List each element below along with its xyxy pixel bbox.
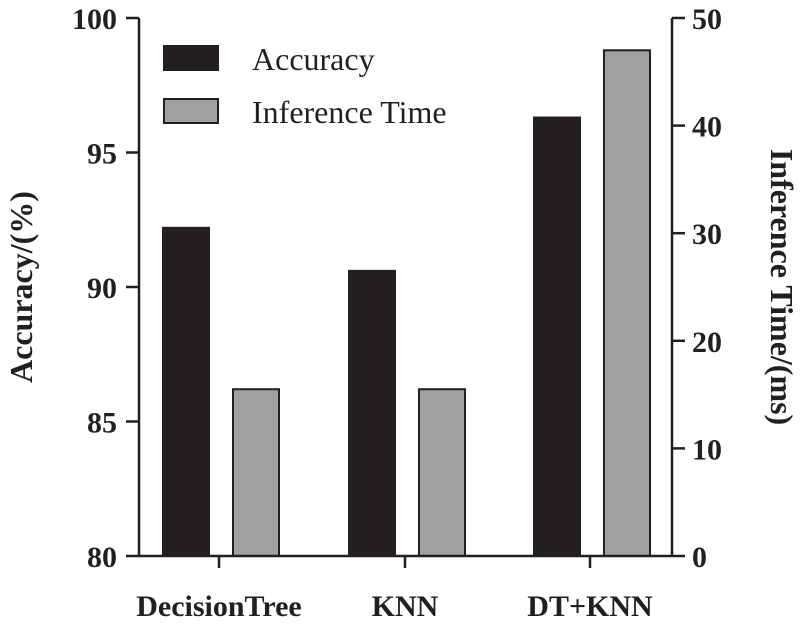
y-left-axis-title: Accuracy/(%) bbox=[3, 191, 39, 383]
x-tick-label-knn: KNN bbox=[372, 590, 439, 623]
bar-accuracy-knn bbox=[348, 269, 396, 557]
bar-accuracy-dt-knn bbox=[533, 116, 581, 557]
legend-label-accuracy: Accuracy bbox=[252, 41, 375, 77]
x-tick-label-decisiontree: DecisionTree bbox=[136, 590, 302, 623]
y-right-tick-label-40: 40 bbox=[692, 111, 722, 144]
y-right-axis-title: Inference Time/(ms) bbox=[764, 149, 800, 425]
bar-inference-time-dt-knn bbox=[603, 49, 651, 557]
legend-label-inference-time: Inference Time bbox=[252, 94, 447, 130]
y-left-tick-label-80: 80 bbox=[87, 541, 117, 574]
y-right-tick-label-20: 20 bbox=[692, 326, 722, 359]
y-left-tick-label-100: 100 bbox=[72, 3, 117, 36]
y-right-tick-label-10: 10 bbox=[692, 433, 722, 466]
legend-swatch-inference-time bbox=[163, 98, 219, 124]
bar-inference-time-knn bbox=[418, 388, 466, 557]
x-tick-label-dt-knn: DT+KNN bbox=[527, 590, 653, 623]
y-left-tick-label-85: 85 bbox=[87, 407, 117, 440]
y-right-tick-label-30: 30 bbox=[692, 218, 722, 251]
bar-accuracy-decisiontree bbox=[162, 226, 210, 557]
bar-inference-time-decisiontree bbox=[232, 388, 280, 557]
legend-swatch-accuracy bbox=[163, 45, 219, 71]
y-right-tick-label-0: 0 bbox=[692, 541, 707, 574]
y-right-tick-label-50: 50 bbox=[692, 3, 722, 36]
legend: Accuracy Inference Time bbox=[163, 41, 447, 130]
bars-layer bbox=[162, 49, 651, 557]
y-left-tick-label-95: 95 bbox=[87, 138, 117, 171]
y-left-tick-label-90: 90 bbox=[87, 272, 117, 305]
ticks-layer: DecisionTree KNN DT+KNN 80 85 90 95 100 0 10 20 30 4… bbox=[72, 3, 722, 623]
